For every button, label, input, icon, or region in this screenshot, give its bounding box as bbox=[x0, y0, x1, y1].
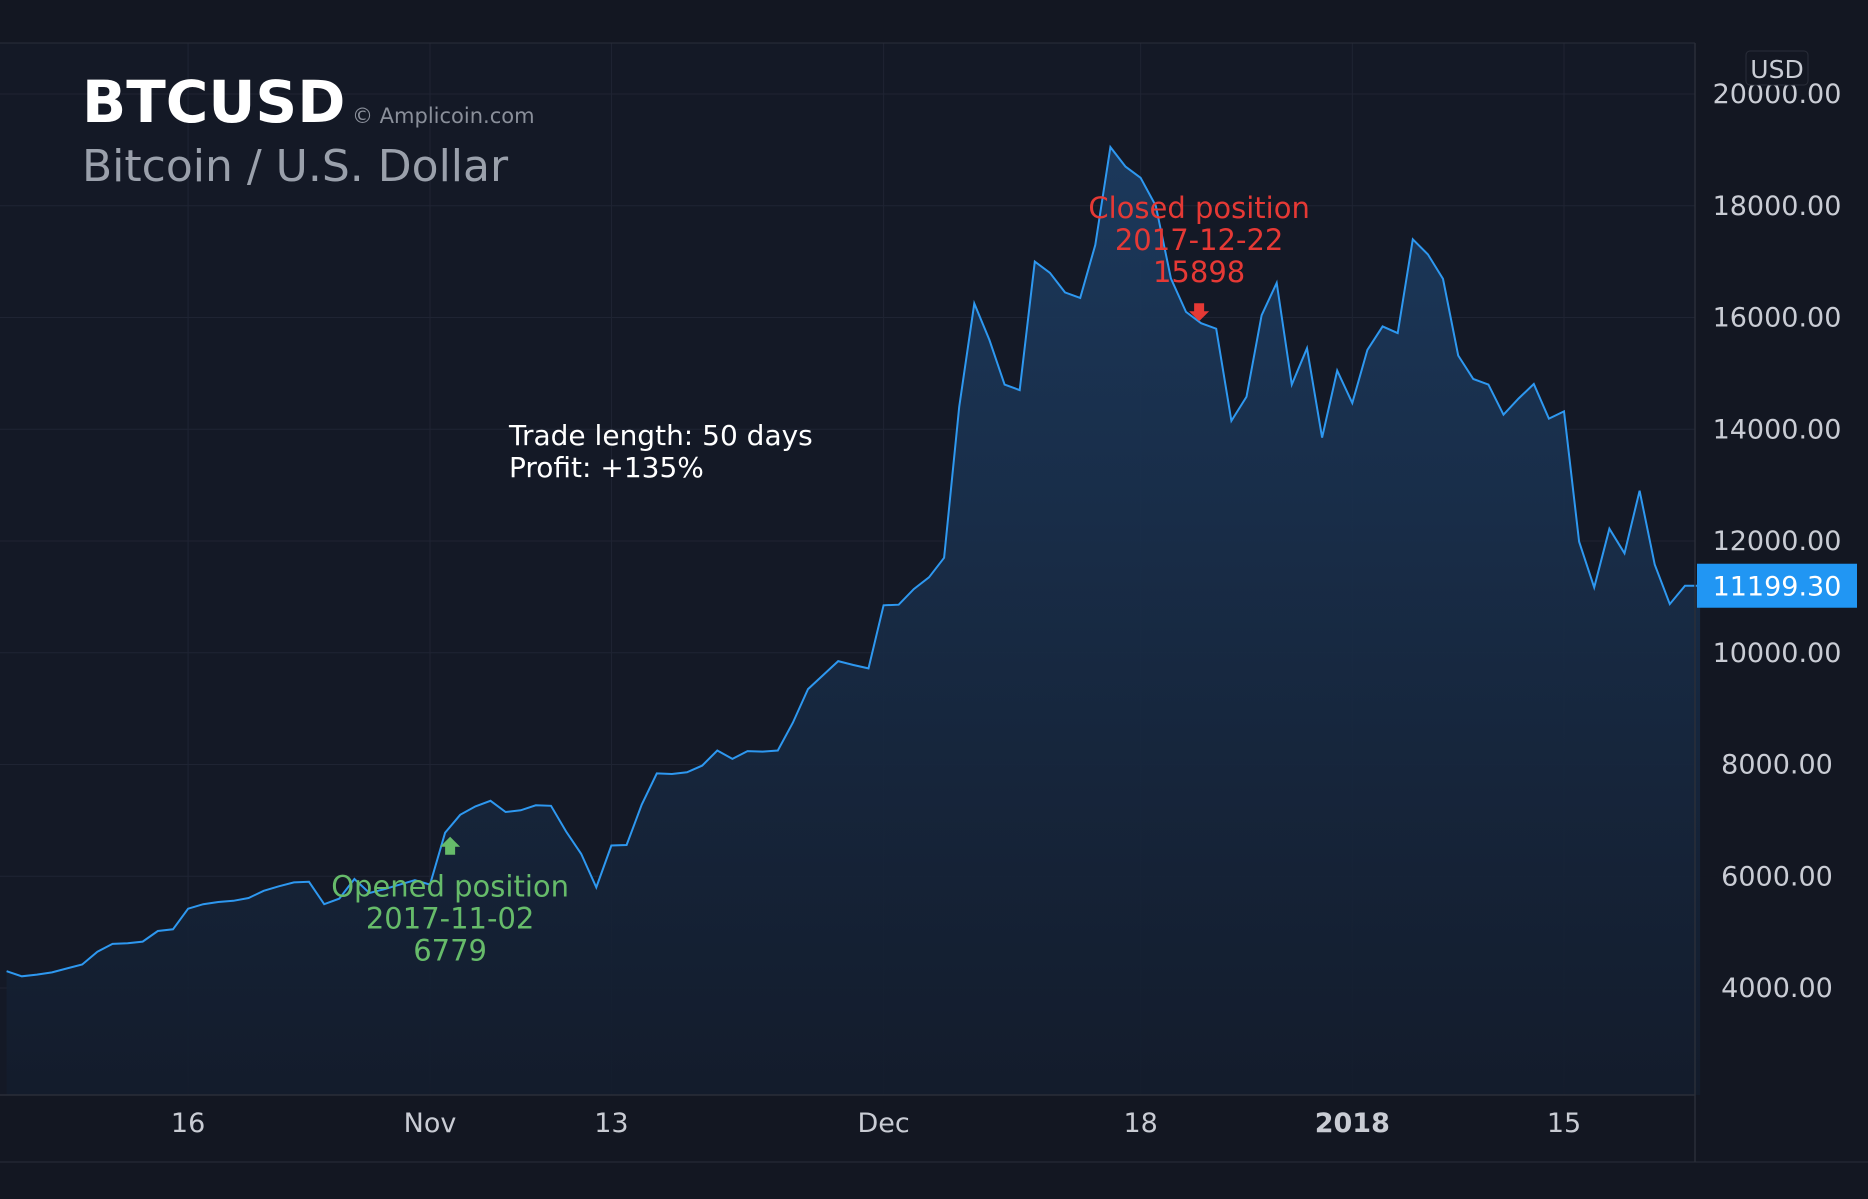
y-tick-label: 10000.00 bbox=[1713, 638, 1842, 669]
y-tick-label: 4000.00 bbox=[1721, 973, 1833, 1004]
y-tick-label: 12000.00 bbox=[1713, 526, 1842, 557]
watermark-text: © Amplicoin.com bbox=[352, 104, 535, 128]
y-tick-label: 16000.00 bbox=[1713, 303, 1842, 334]
open-position-annotation: Opened position 2017-11-02 6779 bbox=[331, 836, 569, 968]
x-tick-label: 15 bbox=[1547, 1108, 1581, 1139]
last-price-badge-bg bbox=[1697, 563, 1857, 608]
y-tick-label: 8000.00 bbox=[1721, 750, 1833, 781]
open-position-price: 6779 bbox=[413, 934, 487, 968]
up-arrow-icon bbox=[440, 836, 461, 855]
profit-text: Profit: +135% bbox=[509, 451, 704, 484]
price-line bbox=[6, 144, 1701, 978]
currency-label: USD bbox=[1750, 55, 1803, 84]
close-position-date: 2017-12-22 bbox=[1115, 223, 1284, 257]
y-tick-label: 6000.00 bbox=[1721, 861, 1833, 892]
open-position-label: Opened position bbox=[331, 870, 569, 904]
currency-label-box[interactable] bbox=[1745, 50, 1809, 86]
symbol-description: Bitcoin / U.S. Dollar bbox=[82, 141, 509, 192]
x-tick-label: Nov bbox=[404, 1108, 457, 1139]
close-position-label: Closed position bbox=[1088, 191, 1310, 225]
x-tick-label: 16 bbox=[171, 1108, 205, 1139]
x-tick-label: Dec bbox=[857, 1108, 909, 1139]
time-axis: 16 Nov 13 Dec 18 2018 15 bbox=[171, 1108, 1581, 1139]
last-price-badge: 11199.30 bbox=[1697, 563, 1857, 608]
x-tick-label: 13 bbox=[594, 1108, 628, 1139]
x-tick-label: 18 bbox=[1123, 1108, 1157, 1139]
price-area-fill bbox=[6, 147, 1701, 1096]
y-tick-label: 18000.00 bbox=[1713, 191, 1842, 222]
close-position-price: 15898 bbox=[1153, 255, 1245, 289]
y-tick-label: 14000.00 bbox=[1713, 414, 1842, 445]
price-axis: 4000.00 6000.00 8000.00 10000.00 12000.00 140… bbox=[1713, 79, 1842, 1004]
close-position-annotation: Closed position 2017-12-22 15898 bbox=[1088, 191, 1310, 322]
last-price-label: 11199.30 bbox=[1713, 572, 1842, 603]
x-tick-label: 2018 bbox=[1315, 1108, 1390, 1139]
trade-length-text: Trade length: 50 days bbox=[508, 419, 813, 452]
symbol-title: BTCUSD bbox=[82, 68, 345, 136]
down-arrow-icon bbox=[1189, 303, 1210, 322]
open-position-date: 2017-11-02 bbox=[366, 902, 535, 936]
